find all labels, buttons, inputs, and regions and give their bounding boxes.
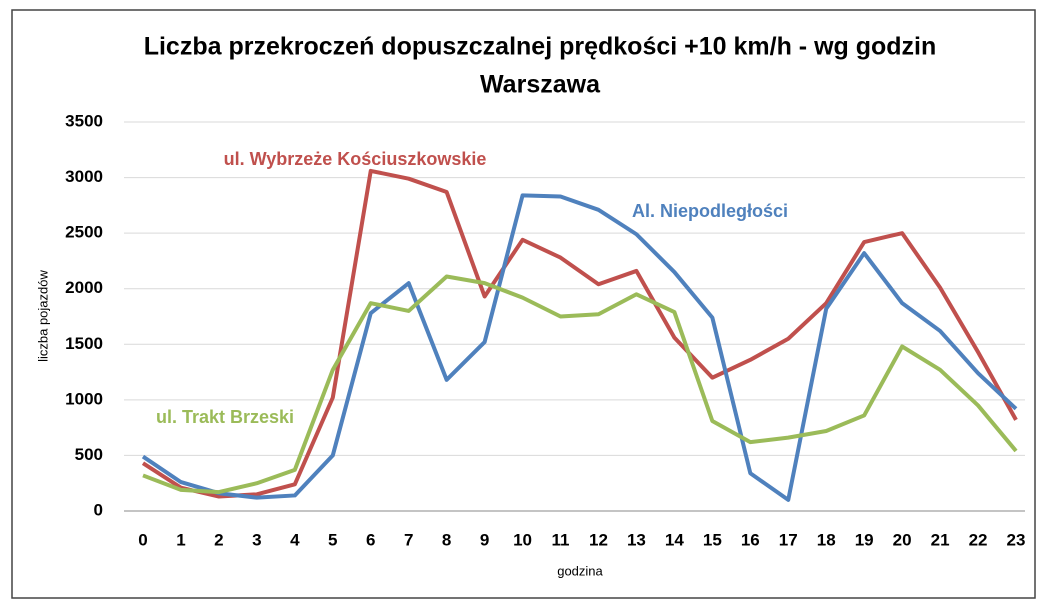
series-label: ul. Wybrzeże Kościuszkowskie (224, 149, 487, 169)
x-tick-label: 22 (969, 530, 988, 549)
y-tick-label: 3500 (65, 111, 103, 130)
y-tick-label: 2500 (65, 223, 103, 242)
series-line (141, 168, 1018, 499)
y-tick-label: 2000 (65, 278, 103, 297)
chart-frame (11, 9, 1036, 599)
y-tick-label: 3000 (65, 167, 103, 186)
x-tick-label: 13 (627, 530, 646, 549)
x-axis-label: godzina (557, 563, 603, 578)
x-tick-label: 21 (931, 530, 950, 549)
series-line (142, 274, 1018, 495)
series-label: Al. Niepodległości (632, 201, 788, 221)
x-tick-label: 10 (513, 530, 532, 549)
x-tick-label: 15 (703, 530, 722, 549)
x-tick-label: 17 (779, 530, 798, 549)
x-tick-label: 8 (442, 530, 451, 549)
x-tick-label: 6 (366, 530, 375, 549)
x-tick-label: 14 (665, 530, 684, 549)
x-tick-label: 11 (552, 530, 570, 549)
y-axis-label: liczba pojazdów (35, 270, 50, 362)
x-tick-label: 5 (328, 530, 337, 549)
x-tick-label: 3 (252, 530, 261, 549)
chart-title: Liczba przekroczeń dopuszczalnej prędkoś… (144, 33, 937, 61)
x-tick-label: 0 (138, 530, 147, 549)
series-label: ul. Trakt Brzeski (156, 407, 294, 427)
x-tick-label: 18 (817, 530, 836, 549)
x-tick-label: 16 (741, 530, 760, 549)
y-tick-label: 0 (94, 500, 103, 519)
x-tick-label: 19 (855, 530, 874, 549)
series-line (141, 193, 1018, 502)
x-tick-label: 7 (404, 530, 413, 549)
x-tick-label: 4 (290, 530, 300, 549)
x-tick-label: 1 (176, 530, 185, 549)
x-tick-label: 9 (480, 530, 489, 549)
x-tick-label: 2 (214, 530, 223, 549)
y-tick-label: 1500 (65, 334, 103, 353)
y-tick-label: 500 (75, 445, 103, 464)
x-tick-label: 12 (589, 530, 608, 549)
y-tick-label: 1000 (65, 389, 103, 408)
chart-subtitle: Warszawa (480, 71, 601, 99)
x-tick-label: 20 (893, 530, 912, 549)
x-tick-label: 23 (1007, 530, 1026, 549)
